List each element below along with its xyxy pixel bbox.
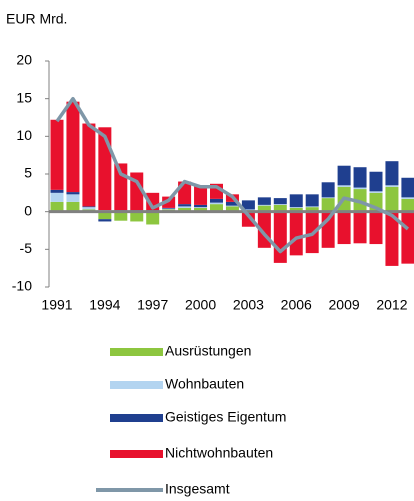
- bar-segment: [369, 211, 383, 245]
- bar-segment: [210, 204, 223, 212]
- bar-segment: [66, 201, 80, 212]
- bar-segment: [82, 207, 96, 210]
- bar-segment: [146, 211, 160, 225]
- bar-segment: [337, 185, 351, 187]
- bar-segment: [257, 204, 271, 206]
- bar-segment: [178, 204, 192, 207]
- bar-segment: [194, 207, 208, 212]
- bar-segment: [289, 211, 303, 256]
- bar-segment: [353, 187, 367, 190]
- bar-segment: [353, 167, 367, 188]
- bar-segment: [273, 204, 287, 212]
- bar-segment: [130, 211, 144, 222]
- bar-segment: [98, 211, 112, 220]
- bar-segment: [385, 186, 399, 212]
- bar-segment: [82, 206, 96, 208]
- legend-swatch: [110, 348, 163, 356]
- x-tick-label: 1994: [89, 297, 120, 313]
- bar-segment: [162, 208, 176, 210]
- y-tick-label: 15: [16, 89, 32, 105]
- bar-segment: [241, 211, 255, 227]
- bar-segment: [114, 211, 128, 221]
- bar-segment: [385, 161, 399, 186]
- x-tick-label: 2003: [233, 297, 264, 313]
- bar-segment: [401, 177, 414, 198]
- y-tick-label: 5: [24, 165, 32, 181]
- bar-segment: [305, 194, 319, 207]
- bar-segment: [225, 206, 239, 212]
- legend-swatch: [110, 381, 163, 389]
- bar-segment: [353, 211, 367, 244]
- legend-swatch: [110, 450, 163, 458]
- bar-segment: [273, 198, 287, 205]
- bar-segment: [385, 185, 399, 187]
- legend-label: Geistiges Eigentum: [165, 409, 286, 425]
- bar-segment: [289, 194, 303, 208]
- y-tick-label: -10: [12, 278, 32, 294]
- bar-segment: [289, 207, 303, 212]
- y-tick-label: 10: [16, 127, 32, 143]
- x-tick-label: 1997: [137, 297, 168, 313]
- bar-segment: [162, 207, 176, 209]
- bar-segment: [210, 202, 223, 205]
- bar-segment: [225, 201, 239, 206]
- x-tick-label: 2006: [281, 297, 312, 313]
- legend-label: Ausrüstungen: [165, 343, 251, 359]
- bar-segment: [369, 171, 383, 192]
- bar-segment: [194, 207, 208, 208]
- legend-label: Insgesamt: [165, 481, 230, 497]
- bar-segment: [273, 204, 287, 205]
- x-tick-label: 2012: [376, 297, 407, 313]
- bar-segment: [369, 191, 383, 193]
- bar-segment: [401, 197, 414, 199]
- bar-segment: [194, 185, 208, 205]
- bar-segment: [50, 189, 64, 193]
- bar-segment: [66, 194, 80, 202]
- y-tick-label: 20: [16, 52, 32, 68]
- y-axis-label: EUR Mrd.: [6, 11, 67, 27]
- x-tick-label: 2000: [185, 297, 216, 313]
- bar-segment: [98, 219, 112, 222]
- y-tick-label: 0: [24, 202, 32, 218]
- total-line: [55, 96, 410, 254]
- bar-segment: [241, 209, 255, 211]
- legend-label: Wohnbauten: [165, 376, 244, 392]
- bar-segment: [289, 207, 303, 208]
- bar-segment: [66, 101, 80, 193]
- bar-segment: [194, 204, 208, 208]
- x-tick-label: 1991: [41, 297, 72, 313]
- bar-segment: [50, 201, 64, 212]
- bar-segment: [321, 197, 335, 199]
- bar-segment: [257, 205, 271, 212]
- bar-segment: [321, 182, 335, 198]
- bar-segment: [210, 198, 223, 203]
- bar-segment: [305, 207, 319, 212]
- bar-segment: [50, 119, 64, 190]
- bar-segment: [66, 192, 80, 195]
- bar-segment: [82, 123, 96, 207]
- bar-segment: [305, 206, 319, 208]
- bar-segment: [241, 200, 255, 210]
- bar-segment: [337, 211, 351, 245]
- bar-segment: [178, 206, 192, 208]
- bar-segment: [401, 211, 414, 264]
- bar-segment: [178, 207, 192, 212]
- legend-label: Nichtwohnbauten: [165, 445, 273, 461]
- legend-swatch: [110, 414, 163, 422]
- bar-segment: [401, 198, 414, 212]
- bar-segment: [257, 197, 271, 205]
- bar-segment: [321, 198, 335, 212]
- bar-segment: [50, 192, 64, 202]
- bar-segment: [337, 165, 351, 186]
- bar-segment: [273, 211, 287, 263]
- x-tick-label: 2009: [329, 297, 360, 313]
- bar-segment: [385, 211, 399, 266]
- y-tick-label: -5: [20, 240, 33, 256]
- bar-segment: [225, 205, 239, 207]
